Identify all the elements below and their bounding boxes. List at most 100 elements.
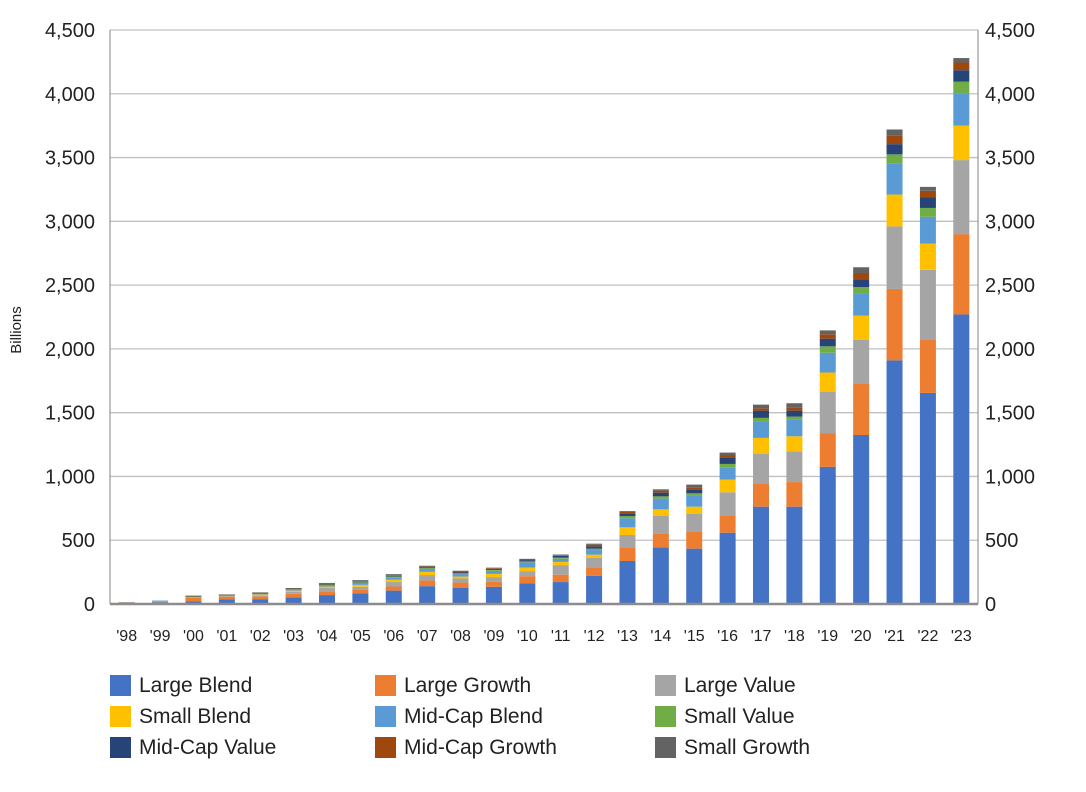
bar-segment-small-value-15 xyxy=(686,493,703,496)
bar-segment-large-blend-04 xyxy=(319,595,335,604)
bar-segment-small-value-17 xyxy=(753,417,769,422)
bar-segment-small-growth-18 xyxy=(786,403,803,408)
bar-segment-small-growth-20 xyxy=(853,267,870,273)
bar-segment-mid-cap-blend-04 xyxy=(319,584,335,587)
bar-segment-mid-cap-blend-99 xyxy=(152,600,169,602)
bar-segment-large-growth-07 xyxy=(419,580,436,587)
bar-segment-large-value-08 xyxy=(452,578,469,583)
legend-label: Large Growth xyxy=(404,673,532,697)
bar-segment-small-growth-21 xyxy=(886,129,903,136)
y-tick-label-right: 3,500 xyxy=(985,148,1035,170)
y-tick-label-right: 4,000 xyxy=(985,84,1035,106)
bar-segment-small-value-10 xyxy=(519,561,536,563)
bar-segment-mid-cap-blend-18 xyxy=(786,419,803,437)
x-tick-label: '05 xyxy=(350,628,371,645)
bar-segment-mid-cap-value-03 xyxy=(285,588,302,590)
bar-segment-small-blend-18 xyxy=(786,436,803,452)
bar-segment-large-growth-99 xyxy=(152,601,169,603)
x-tick-label: '12 xyxy=(584,628,605,645)
bar-segment-mid-cap-growth-10 xyxy=(519,559,536,561)
bar-segment-mid-cap-blend-12 xyxy=(586,550,603,555)
bar-segment-small-value-09 xyxy=(485,569,502,571)
bar-segment-large-growth-23 xyxy=(953,234,970,315)
bar-segment-large-value-23 xyxy=(953,160,970,235)
bar-segment-mid-cap-value-00 xyxy=(185,596,202,597)
bar-segment-large-blend-15 xyxy=(686,548,703,604)
bar-segment-large-growth-15 xyxy=(686,531,703,549)
x-tick-label: '04 xyxy=(317,628,338,645)
y-tick-label-left: 1,500 xyxy=(45,403,95,425)
bar-segment-small-value-07 xyxy=(419,568,436,570)
bar-segment-mid-cap-growth-13 xyxy=(619,511,636,514)
bar-segment-mid-cap-growth-14 xyxy=(652,490,669,493)
bar-segment-large-growth-22 xyxy=(919,339,936,393)
bar-segment-small-blend-22 xyxy=(919,243,936,270)
bar-segment-large-blend-00 xyxy=(185,601,202,604)
x-tick-label: '00 xyxy=(183,628,204,645)
bar-segment-small-value-20 xyxy=(853,287,870,294)
bar-segment-mid-cap-blend-10 xyxy=(519,562,536,568)
bar-segment-small-growth-05 xyxy=(352,580,369,582)
legend-label: Large Value xyxy=(684,673,796,697)
bar-segment-mid-cap-value-12 xyxy=(586,546,603,549)
bar-segment-small-growth-01 xyxy=(218,594,235,595)
bar-segment-large-blend-09 xyxy=(485,586,502,604)
y-tick-label-right: 500 xyxy=(985,530,1018,552)
legend-swatch xyxy=(375,706,396,727)
bar-segment-large-blend-18 xyxy=(786,506,803,604)
bar-segment-large-growth-13 xyxy=(619,547,636,562)
bar-segment-large-blend-20 xyxy=(853,434,870,604)
bar-segment-large-blend-03 xyxy=(285,597,302,604)
bar-segment-mid-cap-growth-04 xyxy=(319,583,335,585)
legend-swatch xyxy=(110,737,131,758)
legend: Large Blend Large Growth Large Value Small … xyxy=(110,674,870,759)
bar-segment-large-value-14 xyxy=(652,515,669,534)
bar-segment-small-value-08 xyxy=(452,573,469,575)
bar-segment-small-value-14 xyxy=(652,496,669,499)
legend-label: Mid-Cap Blend xyxy=(404,704,543,728)
y-tick-label-left: 500 xyxy=(62,530,95,552)
bar-segment-large-value-11 xyxy=(552,565,569,575)
bar-segment-mid-cap-growth-03 xyxy=(285,588,302,589)
y-tick-label-right: 1,000 xyxy=(985,466,1035,488)
bar-segment-large-blend-16 xyxy=(719,532,736,604)
bar-segment-small-blend-15 xyxy=(686,506,703,514)
bar-segment-large-growth-98 xyxy=(118,602,135,603)
bar-segment-small-value-13 xyxy=(619,515,636,519)
y-tick-label-left: 2,000 xyxy=(45,339,95,361)
bar-segment-small-value-03 xyxy=(285,588,302,590)
bar-segment-mid-cap-value-08 xyxy=(452,572,469,574)
bar-segment-small-blend-11 xyxy=(552,561,569,566)
gridlines xyxy=(110,29,978,541)
bar-segment-small-value-16 xyxy=(719,463,736,468)
bar-segment-large-growth-04 xyxy=(319,591,335,596)
bar-segment-large-blend-11 xyxy=(552,582,569,604)
legend-item: Small Growth xyxy=(655,736,870,759)
bar-segment-small-blend-17 xyxy=(753,437,769,454)
bar-segment-large-growth-06 xyxy=(385,586,402,591)
bar-segment-mid-cap-blend-05 xyxy=(352,582,369,585)
bar-segment-small-value-02 xyxy=(252,593,269,594)
bar-segment-small-growth-22 xyxy=(919,186,936,191)
bar-segment-small-blend-14 xyxy=(652,509,669,516)
bar-segment-small-blend-19 xyxy=(819,372,836,392)
bar-segment-large-growth-03 xyxy=(285,593,302,598)
bar-segment-large-blend-23 xyxy=(953,314,970,604)
bar-segment-mid-cap-blend-23 xyxy=(953,93,970,126)
legend-label: Mid-Cap Value xyxy=(139,735,277,759)
bar-segment-large-growth-00 xyxy=(185,597,202,602)
legend-label: Mid-Cap Growth xyxy=(404,735,557,759)
y-tick-label-right: 3,000 xyxy=(985,211,1035,233)
bar-segment-mid-cap-value-04 xyxy=(319,583,335,585)
bar-segment-small-value-04 xyxy=(319,584,335,585)
x-tick-label: '18 xyxy=(784,628,805,645)
y-tick-label-left: 1,000 xyxy=(45,466,95,488)
bar-segment-large-growth-12 xyxy=(586,567,603,576)
bar-segment-small-growth-04 xyxy=(319,582,335,584)
x-tick-label: '98 xyxy=(116,628,137,645)
bar-segment-small-blend-10 xyxy=(519,567,536,572)
bar-segment-small-blend-06 xyxy=(385,579,402,583)
bar-segment-mid-cap-value-20 xyxy=(853,280,870,288)
bar-segment-small-blend-03 xyxy=(285,590,302,592)
bar-segment-large-growth-09 xyxy=(485,581,502,587)
